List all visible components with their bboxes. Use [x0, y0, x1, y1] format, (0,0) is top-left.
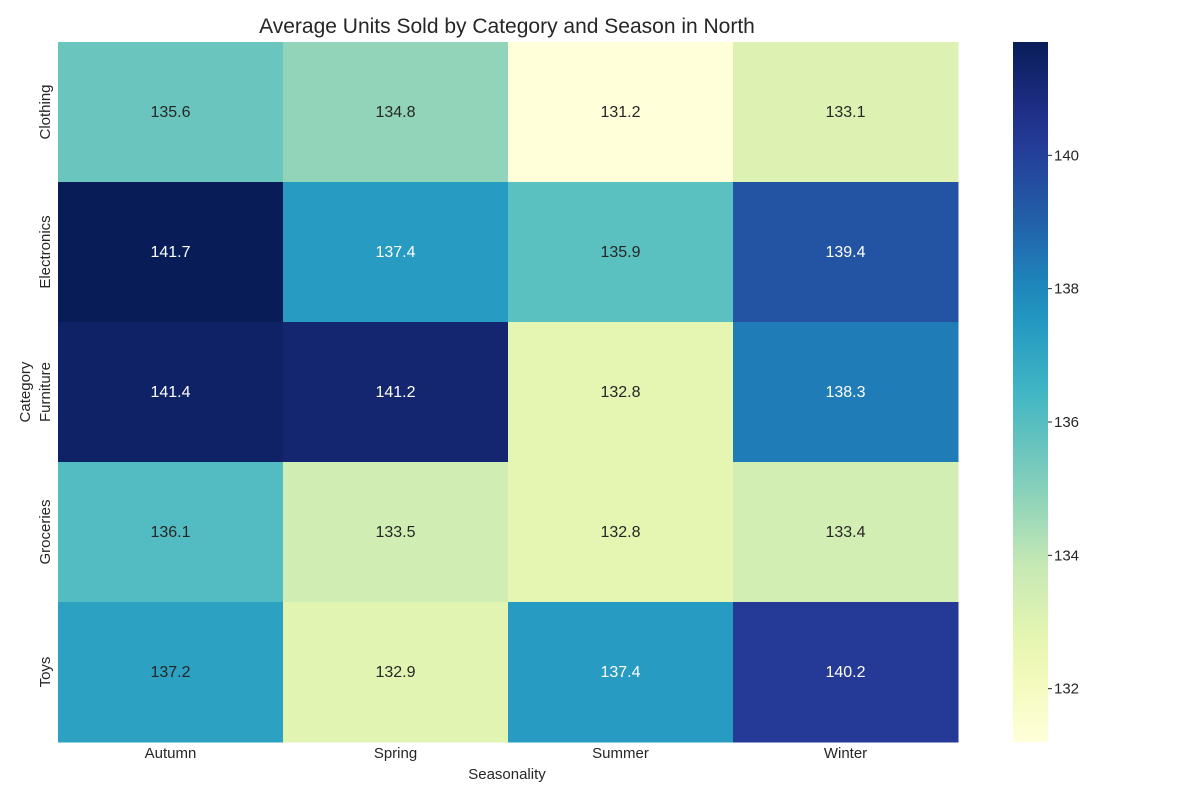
colorbar-tick-label: 138 — [1054, 281, 1079, 298]
y-axis-title: Category — [17, 361, 34, 422]
heatmap-cell — [508, 182, 734, 323]
cell-value-label: 135.6 — [150, 104, 190, 121]
heatmap-cell — [508, 462, 734, 603]
heatmap-cell — [58, 322, 284, 463]
cell-value-label: 132.9 — [375, 664, 415, 681]
heatmap-cell — [733, 462, 959, 603]
heatmap-cell — [508, 42, 734, 183]
heatmap-cell — [58, 42, 284, 183]
heatmap-cell — [58, 462, 284, 603]
y-tick-label: Toys — [37, 657, 54, 688]
colorbar-tick-label: 140 — [1054, 147, 1079, 164]
heatmap-cell — [283, 602, 509, 743]
heatmap-cell — [733, 322, 959, 463]
heatmap-cell — [283, 182, 509, 323]
heatmap-cells: 135.6 134.8 131.2 133.1 141.7 137.4 135.9 139.4… — [58, 42, 959, 743]
cell-value-label: 134.8 — [375, 104, 415, 121]
cell-value-label: 135.9 — [600, 244, 640, 261]
heatmap-cell — [733, 42, 959, 183]
heatmap-cell — [283, 42, 509, 183]
heatmap-cell — [283, 322, 509, 463]
x-tick-label: Winter — [824, 745, 867, 762]
heatmap-cell — [733, 602, 959, 743]
heatmap-cell — [58, 602, 284, 743]
cell-value-label: 141.4 — [150, 384, 190, 401]
heatmap-cell — [508, 322, 734, 463]
heatmap-cell — [733, 182, 959, 323]
cell-value-label: 132.8 — [600, 524, 640, 541]
cell-value-label: 136.1 — [150, 524, 190, 541]
x-axis-ticks: Autumn Spring Summer Winter — [145, 745, 868, 762]
heatmap-cell — [58, 182, 284, 323]
y-tick-label: Groceries — [37, 499, 54, 564]
x-axis-title: Seasonality — [468, 766, 546, 783]
cell-value-label: 133.1 — [825, 104, 865, 121]
cell-value-label: 141.2 — [375, 384, 415, 401]
cell-value-label: 133.5 — [375, 524, 415, 541]
cell-value-label: 141.7 — [150, 244, 190, 261]
y-tick-label: Furniture — [37, 362, 54, 422]
colorbar-gradient — [1013, 42, 1048, 742]
cell-value-label: 138.3 — [825, 384, 865, 401]
y-tick-label: Clothing — [37, 84, 54, 139]
cell-value-label: 137.4 — [600, 664, 640, 681]
x-tick-label: Autumn — [145, 745, 197, 762]
cell-value-label: 132.8 — [600, 384, 640, 401]
heatmap-cell — [283, 462, 509, 603]
y-axis-ticks: Clothing Electronics Furniture Groceries Toy… — [37, 84, 54, 687]
cell-value-label: 137.4 — [375, 244, 415, 261]
chart-title: Average Units Sold by Category and Seaso… — [259, 15, 755, 38]
cell-value-label: 133.4 — [825, 524, 865, 541]
y-tick-label: Electronics — [37, 215, 54, 288]
cell-value-label: 140.2 — [825, 664, 865, 681]
colorbar-tick-label: 132 — [1054, 681, 1079, 698]
colorbar-tick-label: 134 — [1054, 547, 1079, 564]
cell-value-label: 137.2 — [150, 664, 190, 681]
cell-value-label: 139.4 — [825, 244, 865, 261]
x-tick-label: Spring — [374, 745, 417, 762]
colorbar-tick-label: 136 — [1054, 414, 1079, 431]
x-tick-label: Summer — [592, 745, 649, 762]
heatmap-cell — [508, 602, 734, 743]
colorbar: 132 134 136 138 140 — [1013, 42, 1079, 742]
cell-value-label: 131.2 — [600, 104, 640, 121]
